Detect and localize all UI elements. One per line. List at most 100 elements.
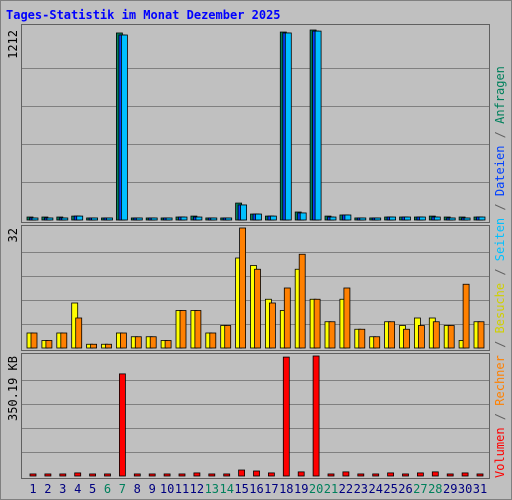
bar <box>402 473 409 477</box>
bar <box>119 373 126 477</box>
legend-separator: / <box>493 261 507 283</box>
bar <box>269 215 277 221</box>
bar <box>239 227 247 349</box>
legend-separator: / <box>493 333 507 355</box>
bar <box>267 472 275 477</box>
bar <box>45 340 53 349</box>
bar <box>403 328 410 349</box>
x-tick-label: 5 <box>89 482 96 496</box>
x-tick-label: 25 <box>383 482 397 496</box>
bar <box>373 336 381 349</box>
bar <box>240 204 248 221</box>
bar <box>253 470 260 477</box>
y-tick-label: 32 <box>6 228 20 242</box>
bar <box>225 217 233 221</box>
bar <box>463 217 471 221</box>
bar <box>89 473 96 477</box>
bar <box>446 473 454 477</box>
bar <box>148 473 156 477</box>
x-tick-label: 16 <box>249 482 263 496</box>
bar <box>388 321 396 349</box>
bar <box>312 355 320 477</box>
bar <box>268 302 276 349</box>
bar <box>135 217 143 221</box>
bar <box>328 321 336 349</box>
bar <box>76 215 84 221</box>
bar <box>193 472 201 477</box>
bar <box>344 214 352 221</box>
bar <box>165 217 173 221</box>
legend-entry: Rechner <box>493 355 507 406</box>
legend-entry: Volumen <box>493 427 507 478</box>
bar <box>372 473 380 477</box>
bar <box>314 30 322 221</box>
chart-title: Tages-Statistik im Monat Dezember 2025 <box>6 8 281 22</box>
x-tick-label: 20 <box>309 482 323 496</box>
bar <box>418 216 426 221</box>
bar <box>195 216 203 221</box>
bar <box>59 473 67 477</box>
bar <box>431 471 439 477</box>
bar <box>164 340 172 349</box>
bar <box>298 253 306 349</box>
x-tick-label: 21 <box>324 482 338 496</box>
x-tick-label: 17 <box>264 482 278 496</box>
x-tick-label: 1 <box>29 482 36 496</box>
bar <box>329 216 337 221</box>
bar <box>208 473 216 477</box>
bar <box>343 287 351 349</box>
bar <box>150 217 158 221</box>
bar <box>163 473 171 477</box>
bar <box>327 473 335 477</box>
bar <box>448 217 456 221</box>
bar <box>284 32 292 221</box>
bar <box>74 472 82 477</box>
x-tick-label: 18 <box>279 482 293 496</box>
y-tick-label: 1212 <box>6 30 20 59</box>
x-tick-label: 11 <box>175 482 189 496</box>
bar <box>359 217 367 221</box>
bar <box>133 473 141 477</box>
legend: Volumen / Rechner / Besuche / Seiten / D… <box>493 66 507 478</box>
bar <box>178 473 186 477</box>
legend-separator: / <box>493 196 507 218</box>
bar <box>180 216 188 221</box>
x-tick-label: 8 <box>134 482 141 496</box>
x-tick-label: 3 <box>59 482 66 496</box>
bar <box>313 298 321 349</box>
legend-entry: Dateien <box>493 146 507 197</box>
x-tick-label: 24 <box>368 482 382 496</box>
bar <box>238 469 246 477</box>
bar <box>461 472 469 477</box>
bar <box>447 325 455 349</box>
x-tick-label: 31 <box>473 482 487 496</box>
bar <box>477 321 485 349</box>
x-tick-label: 23 <box>354 482 368 496</box>
grid <box>22 68 489 453</box>
x-tick-label: 30 <box>458 482 472 496</box>
legend-separator: / <box>493 124 507 146</box>
bar <box>389 216 397 221</box>
bar <box>387 472 395 477</box>
bar <box>478 216 486 221</box>
x-tick-label: 19 <box>294 482 308 496</box>
x-tick-label: 6 <box>104 482 111 496</box>
bar <box>179 310 187 349</box>
x-tick-label: 15 <box>234 482 248 496</box>
bar <box>299 212 307 221</box>
legend-entry: Besuche <box>493 283 507 334</box>
bar <box>433 216 441 221</box>
bar <box>104 473 111 477</box>
bar <box>416 472 424 477</box>
bar <box>106 217 113 221</box>
bar <box>46 217 54 221</box>
y-tick-label: 350.19 KB <box>6 356 20 421</box>
bar <box>358 328 366 349</box>
bar <box>210 217 218 221</box>
x-tick-label: 29 <box>443 482 457 496</box>
bar <box>105 343 112 349</box>
bar <box>29 473 37 477</box>
bar <box>297 471 305 477</box>
bar <box>121 34 128 221</box>
